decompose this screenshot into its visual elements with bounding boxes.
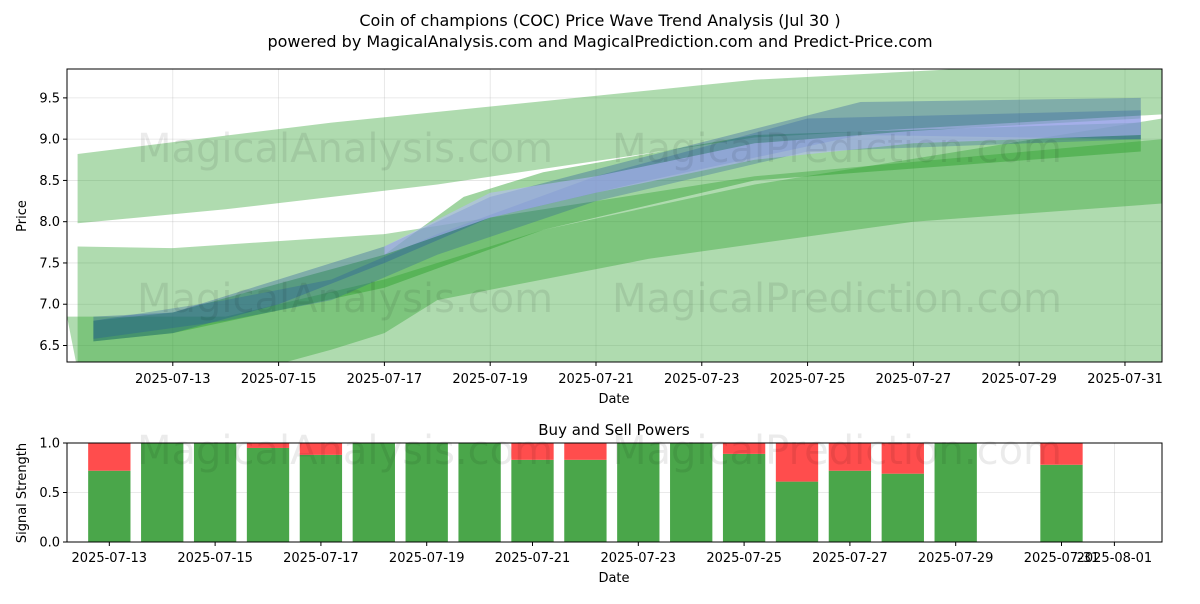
buy-bar: [775, 481, 819, 542]
sell-bar: [564, 443, 607, 460]
power-plot: Buy and Sell Powers MagicalAnalysis.com …: [15, 421, 1163, 586]
price-x-tick-label: 2025-07-23: [664, 372, 740, 387]
price-y-ticks: 6.5 7.0 7.5 8.0 8.5 9.0 9.5: [39, 91, 67, 354]
price-x-tick-label: 2025-07-29: [981, 372, 1057, 387]
power-x-tick-label: 2025-07-15: [177, 551, 253, 566]
price-x-tick-label: 2025-07-27: [876, 372, 952, 387]
sell-bar: [881, 443, 924, 474]
power-y-tick-label: 1.0: [39, 437, 60, 452]
watermark-prediction-top: MagicalPrediction.com: [612, 126, 1062, 172]
sell-bar: [511, 443, 554, 460]
sell-bar: [1040, 443, 1083, 465]
buy-bar: [828, 470, 872, 542]
price-plot-background: [67, 69, 1162, 362]
buy-bar: [617, 443, 660, 542]
buy-bar: [511, 459, 554, 542]
sell-bar: [775, 443, 819, 482]
power-x-tick-label: 2025-07-19: [389, 551, 465, 566]
price-x-tick-label: 2025-07-13: [135, 372, 211, 387]
buy-bar: [934, 443, 977, 542]
watermark-analysis-bars: MagicalAnalysis.com: [137, 428, 553, 474]
power-x-tick-label: 2025-07-21: [495, 551, 571, 566]
power-x-tick-label: 2025-07-27: [812, 551, 888, 566]
price-y-tick-label: 9.0: [39, 133, 60, 148]
price-x-tick-label: 2025-07-25: [770, 372, 846, 387]
price-watermarks: MagicalAnalysis.com MagicalPrediction.co…: [137, 126, 1062, 322]
price-x-tick-label: 2025-07-15: [241, 372, 317, 387]
chart-title: Coin of champions (COC) Price Wave Trend…: [359, 11, 840, 30]
power-y-ticks: 0.0 0.5 1.0: [39, 437, 67, 551]
power-bars: [88, 443, 1083, 542]
buy-bar: [352, 443, 395, 542]
price-x-tick-label: 2025-07-17: [347, 372, 423, 387]
power-x-label: Date: [598, 571, 629, 586]
watermark-prediction-bars: MagicalPrediction.com: [612, 428, 1062, 474]
power-y-tick-label: 0.5: [39, 486, 60, 501]
sell-bar: [88, 443, 131, 471]
power-x-tick-label: 2025-07-13: [72, 551, 148, 566]
price-x-label: Date: [598, 392, 629, 407]
buy-bar: [1040, 464, 1083, 542]
watermark-analysis-bottom: MagicalAnalysis.com: [137, 276, 553, 322]
price-y-tick-label: 7.0: [39, 298, 60, 313]
price-y-tick-label: 8.5: [39, 174, 60, 189]
buy-bar: [722, 453, 766, 542]
price-y-tick-label: 9.5: [39, 91, 60, 106]
price-band-2: [67, 118, 1162, 362]
price-x-tick-label: 2025-07-21: [558, 372, 634, 387]
price-y-label: Price: [15, 200, 30, 232]
price-y-tick-label: 8.0: [39, 215, 60, 230]
price-x-tick-label: 2025-07-19: [452, 372, 528, 387]
power-plot-title: Buy and Sell Powers: [538, 421, 690, 439]
power-y-tick-label: 0.0: [39, 536, 60, 551]
power-y-label: Signal Strength: [15, 443, 30, 543]
price-x-ticks: 2025-07-13 2025-07-15 2025-07-17 2025-07-19…: [135, 362, 1163, 387]
power-x-tick-label: 2025-07-17: [283, 551, 359, 566]
buy-bar: [299, 454, 343, 542]
buy-bar: [881, 473, 924, 542]
buy-bar: [405, 443, 448, 542]
buy-bar: [564, 459, 607, 542]
sell-bar: [828, 443, 872, 471]
sell-bar: [299, 443, 343, 455]
watermark-analysis-top: MagicalAnalysis.com: [137, 126, 553, 172]
power-x-tick-label: 2025-08-01: [1077, 551, 1153, 566]
buy-bar: [246, 447, 290, 542]
price-band-1: [77, 139, 1162, 362]
price-band-6: [384, 118, 1141, 255]
buy-bar: [458, 443, 501, 542]
buy-bar: [193, 443, 237, 542]
power-x-ticks: 2025-07-13 2025-07-15 2025-07-17 2025-07-19…: [72, 542, 1153, 566]
sell-bar: [246, 443, 290, 448]
price-band-4: [93, 97, 1141, 342]
buy-bar: [670, 443, 713, 542]
power-x-tick-label: 2025-07-25: [706, 551, 782, 566]
price-band-3: [93, 122, 1141, 342]
power-x-tick-label: 2025-07-23: [601, 551, 677, 566]
price-band-5: [93, 110, 1141, 339]
chart-subtitle: powered by MagicalAnalysis.com and Magic…: [267, 32, 932, 51]
price-bands: [67, 69, 1162, 362]
sell-bar: [722, 443, 766, 454]
price-plot: MagicalAnalysis.com MagicalPrediction.co…: [15, 68, 1163, 407]
power-watermarks: MagicalAnalysis.com MagicalPrediction.co…: [137, 428, 1062, 474]
buy-bar: [141, 443, 184, 542]
watermark-prediction-bottom: MagicalPrediction.com: [612, 276, 1062, 322]
power-x-tick-label: 2025-07-29: [918, 551, 994, 566]
power-x-tick-label: 2025-07-31: [1024, 551, 1100, 566]
price-y-tick-label: 6.5: [39, 339, 60, 354]
price-band-0: [77, 69, 1162, 224]
price-y-tick-label: 7.5: [39, 256, 60, 271]
price-plot-frame: [66, 68, 1163, 363]
buy-bar: [88, 470, 131, 542]
price-x-tick-label: 2025-07-31: [1087, 372, 1163, 387]
